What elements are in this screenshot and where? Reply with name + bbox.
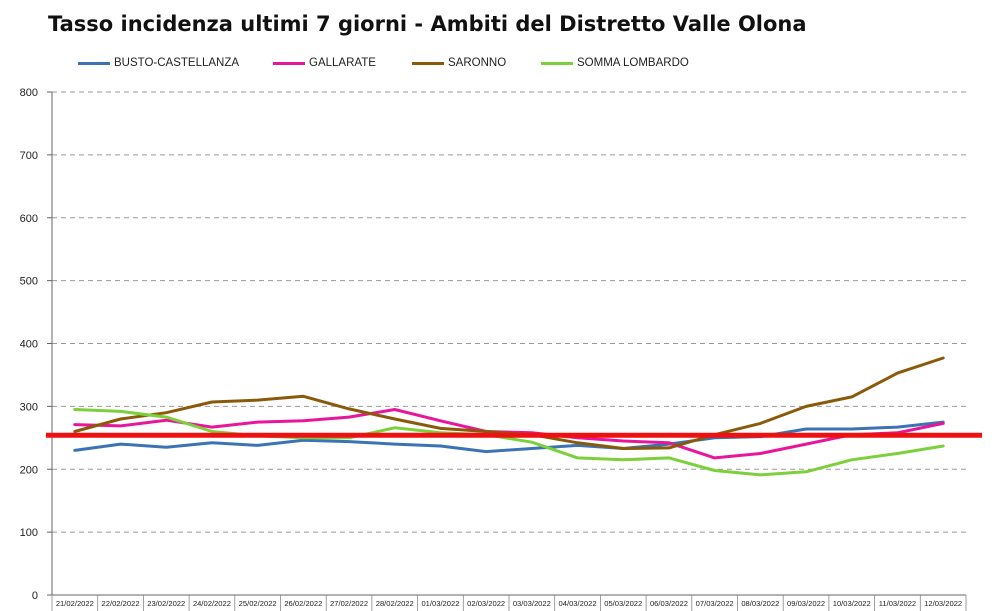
x-tick-label: 27/02/2022 [330,599,368,608]
series-line-busto-castellanza [73,420,945,454]
x-tick-label: 12/03/2022 [924,599,962,608]
chart-title: Tasso incidenza ultimi 7 giorni - Ambiti… [48,12,807,36]
x-tick-label: 25/02/2022 [239,599,277,608]
y-tick-label: 200 [20,464,38,476]
y-tick-label: 100 [20,527,38,539]
x-tick-label: 23/02/2022 [147,599,185,608]
x-tick-label: 04/03/2022 [559,599,597,608]
x-tick-label: 24/02/2022 [193,599,231,608]
x-tick-label: 10/03/2022 [833,599,871,608]
x-tick-label: 11/03/2022 [879,599,916,608]
x-tick-label: 09/03/2022 [787,599,825,608]
x-tick-label: 05/03/2022 [604,599,642,608]
y-tick-label: 600 [20,213,38,225]
y-tick-label: 400 [20,339,38,351]
y-tick-label: 700 [20,150,38,162]
x-tick-label: 06/03/2022 [650,599,688,608]
x-tick-label: 08/03/2022 [741,599,779,608]
x-tick-label: 21/02/2022 [56,599,94,608]
x-tick-label: 28/02/2022 [376,599,414,608]
y-tick-label: 800 [20,87,38,99]
series-line-somma-lombardo [73,408,945,477]
x-tick-label: 02/03/2022 [467,599,505,608]
y-tick-label: 0 [32,590,38,602]
x-tick-label: 07/03/2022 [696,599,734,608]
x-tick-label: 26/02/2022 [284,599,322,608]
x-tick-label: 22/02/2022 [102,599,140,608]
x-tick-label: 03/03/2022 [513,599,551,608]
y-tick-label: 500 [20,276,38,288]
x-tick-label: 01/03/2022 [421,599,459,608]
y-tick-label: 300 [20,401,38,413]
